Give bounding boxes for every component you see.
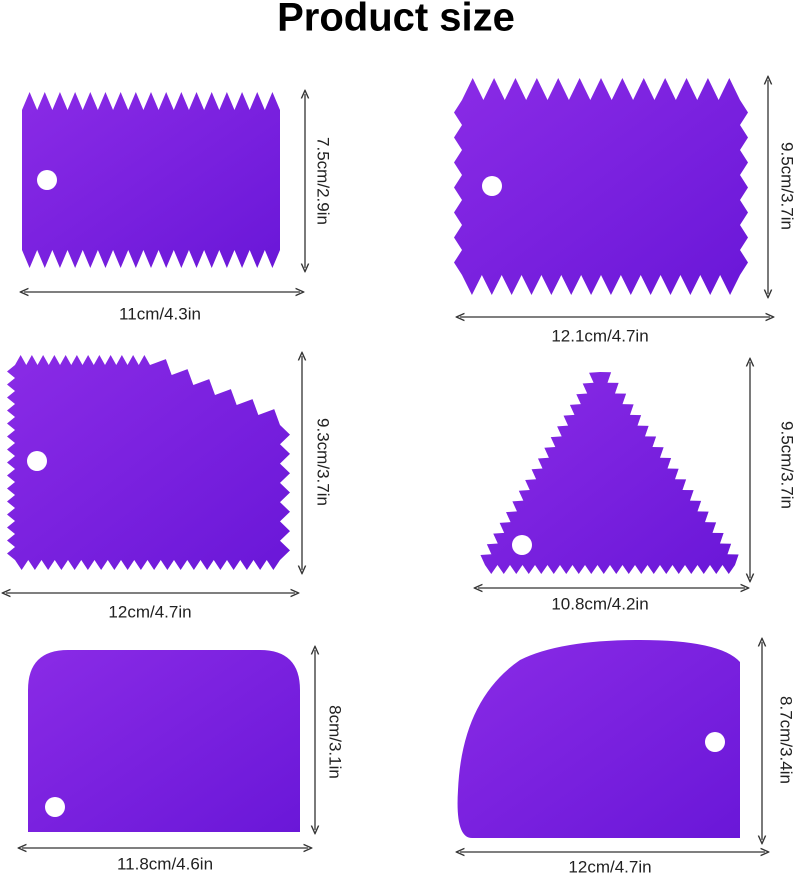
hole [705,732,725,752]
scraper-2 [454,78,748,295]
height-label: 9.5cm/3.7in [778,142,797,230]
scraper-1 [22,92,280,268]
scraper-4 [480,372,739,574]
hole [45,797,65,817]
height-label: 8.7cm/3.4in [777,696,796,784]
scraper-6 [457,640,740,838]
height-label: 9.3cm/3.7in [314,418,333,506]
height-label: 8cm/3.1in [326,705,345,779]
title: Product size [277,0,515,40]
width-label: 11.8cm/4.6in [117,854,213,873]
scraper-5 [28,650,300,832]
hole [512,535,532,555]
width-label: 11cm/4.3in [119,304,201,323]
width-label: 10.8cm/4.2in [551,594,648,613]
scrapers [7,78,748,838]
hole [482,176,502,196]
hole [27,451,47,471]
hole [37,170,57,190]
width-label: 12cm/4.7in [108,602,191,621]
width-label: 12.1cm/4.7in [551,326,648,345]
height-label: 7.5cm/2.9in [314,137,333,225]
width-label: 12cm/4.7in [568,857,651,876]
scraper-3 [7,355,290,570]
height-label: 9.5cm/3.7in [778,421,797,509]
